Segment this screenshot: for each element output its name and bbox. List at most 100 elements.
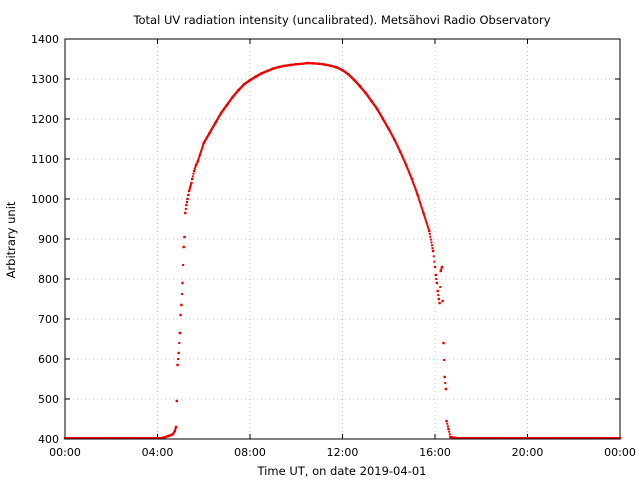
y-tick-label: 600: [38, 353, 59, 366]
data-point: [425, 221, 428, 223]
data-point: [618, 437, 621, 440]
data-point: [187, 189, 191, 193]
data-point: [194, 163, 198, 167]
data-point: [199, 152, 202, 155]
data-point: [393, 138, 396, 141]
data-point: [423, 213, 426, 216]
data-point: [390, 132, 393, 135]
data-point: [300, 62, 303, 65]
data-point: [248, 79, 251, 82]
data-point: [432, 255, 435, 258]
data-point: [443, 375, 446, 379]
axis-ticks: 400 500 600 700 800 900 1000 1100 1200 1300 1400 00…: [31, 33, 636, 459]
data-point: [439, 286, 442, 288]
data-point: [438, 301, 441, 305]
data-point: [411, 179, 414, 182]
data-point: [446, 425, 449, 428]
data-point: [407, 169, 410, 172]
data-point: [416, 193, 419, 197]
data-point: [399, 150, 402, 153]
data-point: [329, 64, 332, 67]
data-point: [414, 189, 417, 192]
data-point: [201, 147, 204, 150]
data-point: [390, 133, 393, 136]
data-point: [420, 206, 423, 209]
data-point: [399, 152, 402, 155]
data-point: [265, 70, 268, 73]
data-point: [225, 104, 228, 107]
chart-title: Total UV radiation intensity (uncalibrat…: [132, 13, 550, 27]
data-point: [397, 147, 400, 150]
data-point: [180, 303, 183, 307]
data-point: [421, 208, 424, 211]
data-point: [358, 84, 361, 87]
data-point: [312, 62, 315, 65]
data-point: [288, 64, 291, 67]
data-point: [406, 166, 409, 169]
data-point: [418, 201, 421, 204]
data-point: [283, 64, 286, 67]
data-point: [184, 208, 187, 210]
data-point: [392, 137, 395, 140]
data-point: [442, 341, 445, 345]
data-point: [323, 63, 326, 66]
data-point: [423, 215, 426, 218]
x-tick-label: 04:00: [142, 446, 174, 459]
data-point: [188, 188, 191, 190]
data-point: [422, 211, 425, 215]
data-point: [419, 203, 422, 205]
data-point: [375, 107, 378, 110]
data-point: [199, 150, 202, 153]
data-point: [388, 129, 391, 132]
data-point: [412, 181, 415, 184]
data-point: [434, 273, 437, 277]
data-point: [433, 260, 436, 263]
data-point: [183, 235, 186, 239]
data-point: [418, 199, 421, 202]
data-point: [446, 422, 449, 425]
data-point: [195, 162, 198, 165]
data-point: [525, 437, 528, 440]
y-tick-label: 400: [38, 433, 59, 446]
data-point: [403, 160, 406, 163]
data-point: [174, 425, 178, 429]
data-point: [394, 141, 397, 144]
data-point: [171, 433, 174, 436]
data-point: [395, 142, 398, 145]
data-point: [420, 204, 423, 207]
data-point: [436, 289, 439, 293]
data-point: [364, 91, 367, 94]
data-point: [190, 181, 193, 185]
data-point: [194, 166, 197, 168]
data-point: [335, 66, 338, 69]
data-point: [190, 177, 194, 181]
data-point: [196, 161, 199, 164]
data-point: [306, 62, 309, 65]
plot-frame: [64, 38, 621, 440]
data-point: [294, 63, 297, 66]
data-point: [394, 140, 397, 142]
data-point: [398, 148, 401, 151]
data-point: [213, 123, 216, 125]
data-point: [174, 428, 177, 430]
data-point: [236, 89, 239, 92]
data-point: [192, 169, 196, 173]
data-point: [447, 427, 450, 431]
data-point: [346, 72, 349, 75]
data-point: [427, 226, 430, 229]
data-point: [413, 184, 416, 187]
data-point: [404, 163, 408, 167]
data-point: [408, 172, 411, 175]
data-point: [404, 162, 407, 165]
data-point: [417, 197, 420, 200]
data-point: [429, 235, 432, 238]
data-point: [201, 145, 204, 148]
data-point: [179, 313, 182, 317]
y-tick-label: 700: [38, 313, 59, 326]
data-point: [448, 433, 451, 436]
data-point: [396, 144, 399, 147]
data-point: [417, 195, 420, 198]
data-point: [435, 281, 439, 285]
data-point: [191, 175, 194, 178]
data-point: [424, 219, 427, 222]
